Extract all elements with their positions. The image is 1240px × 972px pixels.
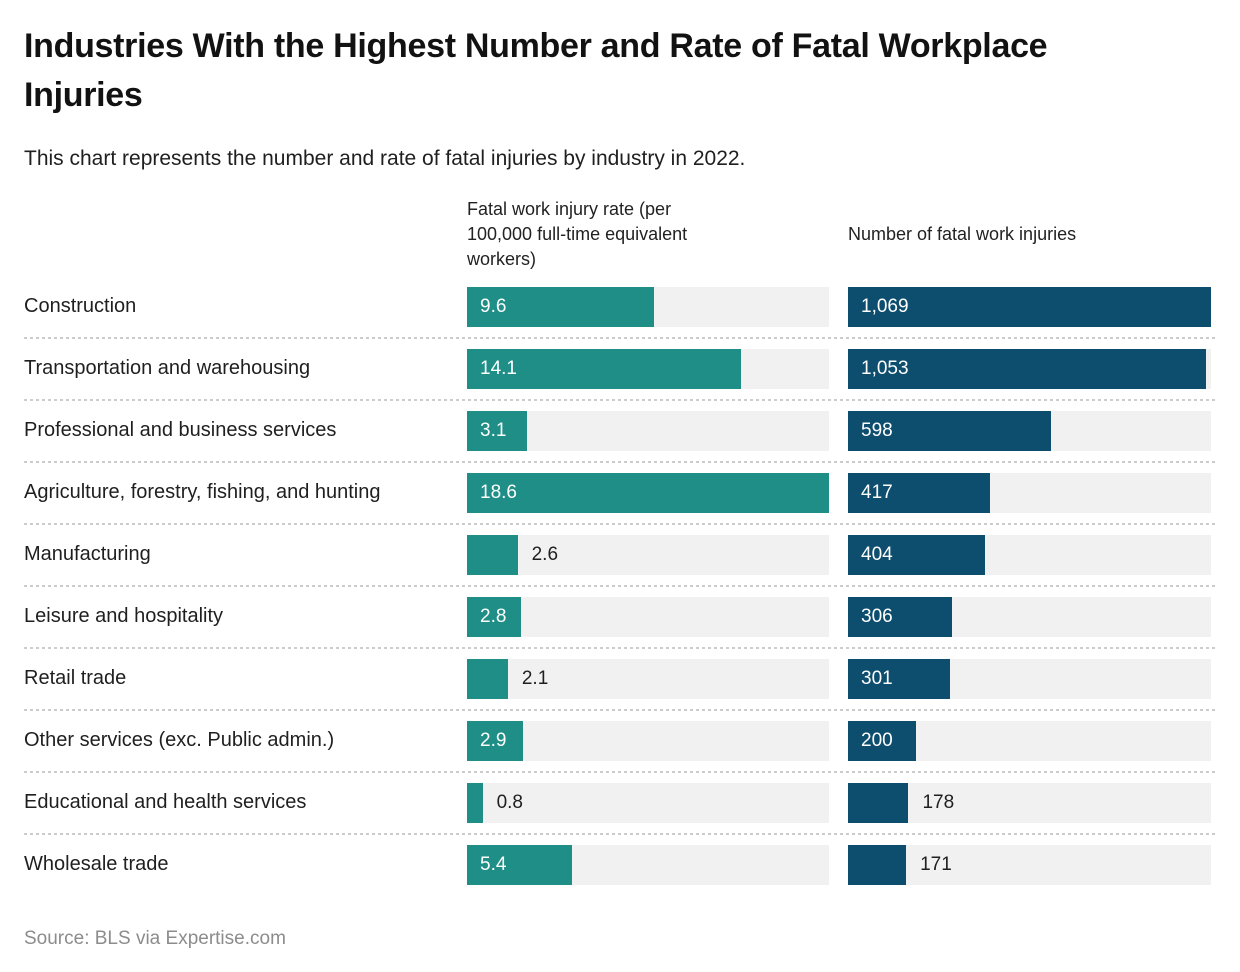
rate-bar-track: 2.6 — [467, 534, 829, 575]
chart-row-manufacturing: Manufacturing 2.6 404 — [24, 534, 1211, 575]
number-bar — [848, 596, 952, 637]
number-bar — [848, 658, 951, 699]
number-value-label: 1,053 — [861, 357, 909, 379]
chart-row-retail: Retail trade 2.1 301 — [24, 658, 1211, 699]
industry-label: Transportation and warehousing — [24, 357, 311, 380]
rate-bar-track: 2.8 — [467, 596, 829, 637]
number-bar — [848, 286, 1211, 327]
rate-value-label: 3.1 — [480, 419, 507, 441]
row-separator — [24, 770, 1218, 773]
row-separator — [24, 708, 1218, 711]
row-separator — [24, 336, 1218, 339]
rate-column-header: Fatal work injury rate (per 100,000 full… — [467, 198, 688, 269]
rate-bar — [467, 472, 829, 513]
number-value-label: 1,069 — [861, 295, 909, 317]
number-bar-track: 301 — [848, 658, 1211, 699]
number-value-label: 171 — [920, 853, 952, 875]
industry-label: Wholesale trade — [24, 853, 169, 876]
chart-row-other-services: Other services (exc. Public admin.) 2.9 … — [24, 720, 1211, 761]
chart-row-construction: Construction 9.6 1,069 — [24, 286, 1211, 327]
chart-rows: Construction 9.6 1,069 Transportation an… — [24, 286, 1218, 885]
rate-bar-track: 18.6 — [467, 472, 829, 513]
number-column-header: Number of fatal work injuries — [848, 223, 1077, 244]
chart-row-wholesale: Wholesale trade 5.4 171 — [24, 844, 1211, 885]
number-bar-track: 306 — [848, 596, 1211, 637]
rate-bar — [467, 844, 573, 885]
number-bar-track: 1,053 — [848, 348, 1211, 389]
number-value-label: 598 — [861, 419, 893, 441]
row-separator — [24, 460, 1218, 463]
number-bar — [848, 410, 1052, 451]
rate-bar — [467, 348, 742, 389]
rate-bar — [467, 410, 528, 451]
chart-title: Industries With the Highest Number and R… — [24, 27, 1048, 115]
number-bar-track: 598 — [848, 410, 1211, 451]
rate-value-label: 2.1 — [521, 667, 549, 689]
number-bar-track: 200 — [848, 720, 1211, 761]
rate-bar-track: 2.1 — [467, 658, 829, 699]
number-bar — [848, 720, 916, 761]
number-bar-track: 178 — [848, 782, 1211, 823]
chart-row-educational: Educational and health services 0.8 178 — [24, 782, 1211, 823]
number-bar — [848, 472, 990, 513]
number-value-label: 301 — [861, 667, 893, 689]
industry-label: Other services (exc. Public admin.) — [24, 729, 335, 752]
rate-value-label: 2.8 — [480, 605, 507, 627]
industry-label: Retail trade — [24, 667, 127, 690]
rate-value-label: 14.1 — [480, 357, 517, 379]
industry-label: Educational and health services — [24, 791, 307, 814]
chart-row-leisure: Leisure and hospitality 2.8 306 — [24, 596, 1211, 637]
number-bar-track: 404 — [848, 534, 1211, 575]
rate-value-label: 18.6 — [480, 481, 517, 503]
number-value-label: 417 — [861, 481, 893, 503]
number-value-label: 200 — [861, 729, 893, 751]
rate-bar-track: 5.4 — [467, 844, 829, 885]
column-headers: Fatal work injury rate (per 100,000 full… — [24, 197, 1240, 272]
row-separator — [24, 584, 1218, 587]
industry-label: Agriculture, forestry, fishing, and hunt… — [24, 481, 381, 504]
rate-bar — [467, 286, 654, 327]
number-bar-track: 1,069 — [848, 286, 1211, 327]
number-value-label: 404 — [861, 543, 893, 565]
number-value-label: 178 — [922, 791, 955, 813]
chart-row-professional: Professional and business services 3.1 5… — [24, 410, 1211, 451]
number-value-label: 306 — [861, 605, 893, 627]
rate-value-label: 2.9 — [480, 729, 507, 751]
row-separator — [24, 398, 1218, 401]
rate-bar — [467, 782, 483, 823]
rate-bar-track: 0.8 — [467, 782, 829, 823]
rate-bar-track: 3.1 — [467, 410, 829, 451]
chart-row-agriculture: Agriculture, forestry, fishing, and hunt… — [24, 472, 1211, 513]
row-separator — [24, 646, 1218, 649]
rate-bar — [467, 534, 518, 575]
chart-row-transportation: Transportation and warehousing 14.1 1,05… — [24, 348, 1211, 389]
number-bar — [848, 348, 1206, 389]
number-bar — [848, 782, 909, 823]
rate-bar — [467, 658, 508, 699]
chart-subtitle: This chart represents the number and rat… — [24, 146, 746, 170]
row-separator — [24, 522, 1218, 525]
rate-bar — [467, 720, 524, 761]
rate-value-label: 2.6 — [531, 543, 559, 565]
rate-bar — [467, 596, 522, 637]
industry-label: Professional and business services — [24, 419, 337, 442]
industry-label: Manufacturing — [24, 543, 151, 566]
row-separator — [24, 832, 1218, 835]
industry-label: Construction — [24, 295, 137, 318]
number-bar — [848, 534, 986, 575]
rate-value-label: 5.4 — [480, 853, 507, 875]
industry-label: Leisure and hospitality — [24, 605, 224, 628]
rate-value-label: 0.8 — [496, 791, 523, 813]
number-bar-track: 171 — [848, 844, 1211, 885]
rate-value-label: 9.6 — [480, 295, 507, 317]
number-bar — [848, 844, 907, 885]
rate-bar-track: 2.9 — [467, 720, 829, 761]
number-bar-track: 417 — [848, 472, 1211, 513]
rate-bar-track: 14.1 — [467, 348, 829, 389]
rate-bar-track: 9.6 — [467, 286, 829, 327]
source-attribution: Source: BLS via Expertise.com — [24, 927, 286, 949]
